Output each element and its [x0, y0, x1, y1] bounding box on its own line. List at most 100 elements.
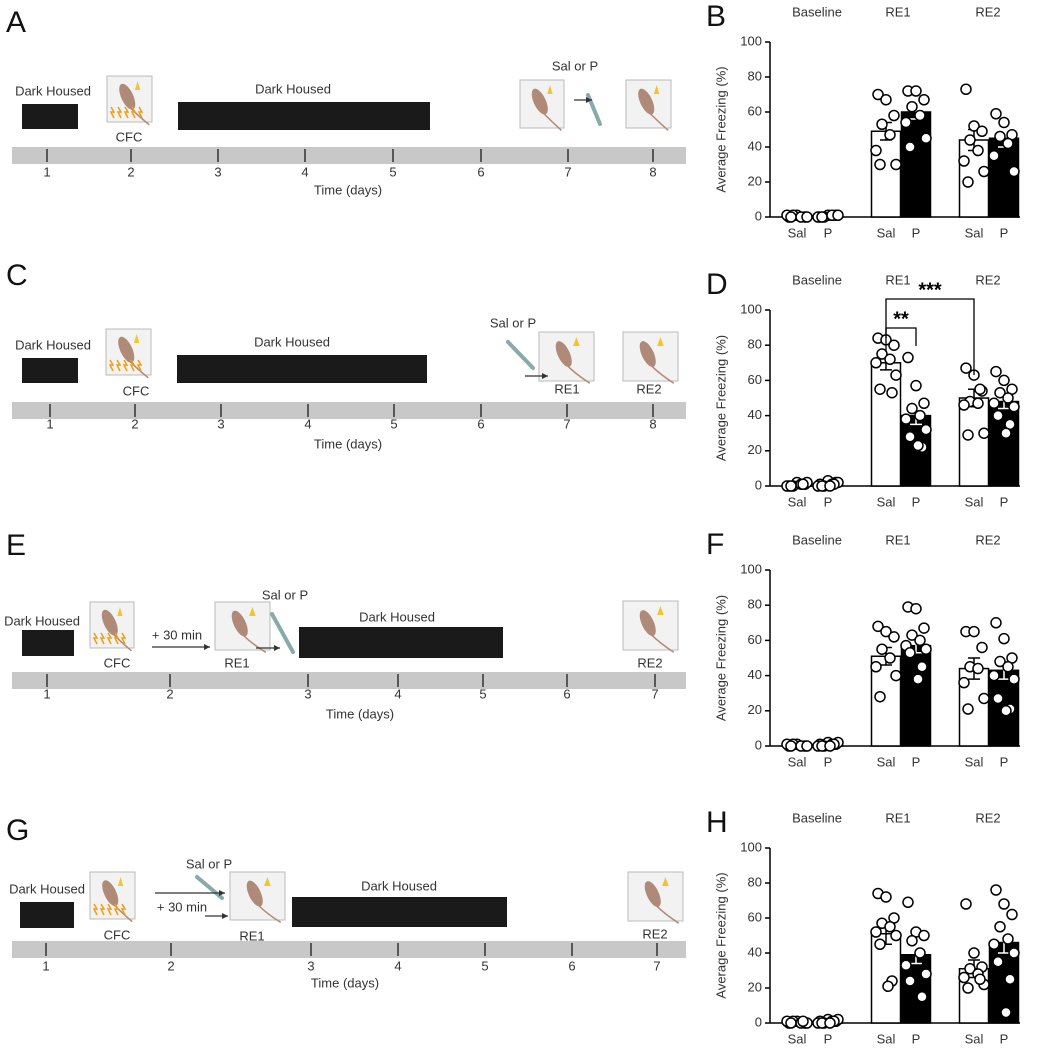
- x-tick-label: P: [1000, 1031, 1009, 1046]
- shock: [92, 903, 99, 916]
- axis-label: Time (days): [326, 706, 394, 721]
- data-point: [904, 141, 916, 153]
- mouse-tail: [543, 113, 562, 131]
- x-tick-label: Sal: [788, 754, 807, 769]
- data-point: [992, 956, 1004, 968]
- data-point: [1000, 1006, 1012, 1019]
- data-point: [958, 676, 970, 689]
- arrow-head: [222, 913, 228, 919]
- data-point: [882, 980, 894, 992]
- y-tick-label: 40: [748, 667, 762, 682]
- data-point: [797, 478, 809, 490]
- data-point: [962, 703, 974, 715]
- mouse-tail: [649, 113, 669, 131]
- mouse-body: [231, 610, 248, 637]
- mouse-body: [639, 610, 656, 636]
- x-tick-label: P: [912, 225, 921, 240]
- data-point: [900, 116, 912, 129]
- time-axis: [12, 402, 686, 419]
- day-label: 3: [217, 416, 224, 431]
- data-point: [914, 947, 926, 959]
- y-tick-label: 40: [748, 138, 762, 153]
- significance-label: **: [893, 308, 909, 330]
- data-point: [880, 94, 892, 106]
- panel-letter: E: [6, 529, 26, 562]
- mouse-body: [102, 880, 119, 907]
- drug-label: Sal or P: [262, 587, 308, 602]
- x-tick-label: P: [912, 1031, 921, 1046]
- x-tick-label: P: [1000, 494, 1009, 509]
- y-tick-label: 60: [748, 103, 762, 118]
- data-point: [958, 155, 970, 167]
- data-point: [990, 365, 1002, 378]
- data-point: [976, 125, 988, 137]
- phase-label: Dark Housed: [254, 334, 330, 349]
- panel-letter: F: [706, 528, 724, 561]
- interval-label: + 30 min: [152, 627, 202, 642]
- data-point: [918, 94, 930, 106]
- day-label: 8: [649, 416, 656, 431]
- arrow-head: [219, 890, 225, 896]
- group-label: Baseline: [792, 272, 842, 287]
- data-point: [918, 929, 930, 942]
- arrow-head: [586, 97, 592, 103]
- phase-label: Dark Housed: [359, 609, 435, 624]
- day-label: 7: [564, 164, 571, 179]
- data-point: [1002, 661, 1014, 673]
- data-point: [890, 669, 902, 682]
- data-point: [994, 655, 1006, 668]
- bar: [870, 362, 902, 487]
- data-point: [914, 409, 926, 422]
- dark-phase: [22, 104, 78, 129]
- warning-icon: [657, 337, 664, 346]
- x-tick-label: P: [824, 494, 833, 509]
- data-point: [801, 211, 813, 223]
- data-point: [870, 144, 882, 157]
- time-axis: [12, 672, 686, 689]
- x-tick-label: P: [824, 754, 833, 769]
- data-point: [900, 959, 912, 971]
- syringe: [195, 875, 224, 900]
- data-point: [998, 632, 1010, 645]
- data-point: [902, 351, 914, 364]
- phase-label: Dark Housed: [15, 337, 91, 352]
- dark-phase: [22, 630, 74, 656]
- y-tick-label: 60: [748, 372, 762, 387]
- data-point: [958, 971, 970, 984]
- mouse-body: [101, 609, 118, 636]
- axis-label: Time (days): [311, 975, 379, 990]
- day-label: 1: [46, 416, 53, 431]
- shock: [137, 106, 144, 119]
- arrow-head: [274, 645, 280, 651]
- data-point: [998, 374, 1010, 387]
- shock: [108, 359, 115, 372]
- data-point: [904, 646, 916, 659]
- warning-icon: [117, 607, 123, 616]
- shock: [136, 359, 143, 372]
- arrow-head: [204, 644, 210, 650]
- panel-letter: A: [6, 6, 26, 39]
- shock: [116, 106, 123, 119]
- data-point: [994, 386, 1006, 399]
- x-tick-label: P: [824, 1031, 833, 1046]
- day-label: 4: [394, 686, 401, 701]
- x-tick-label: Sal: [877, 754, 896, 769]
- warning-icon: [134, 81, 141, 90]
- data-point: [1006, 908, 1018, 921]
- day-label: 6: [568, 958, 575, 973]
- group-label: RE1: [885, 4, 910, 19]
- day-label: 2: [167, 958, 174, 973]
- data-point: [906, 629, 918, 641]
- data-point: [960, 898, 972, 910]
- y-tick-label: 100: [740, 561, 762, 576]
- day-label: 6: [477, 416, 484, 431]
- data-point: [910, 379, 922, 392]
- data-point: [876, 643, 888, 655]
- panel-letter: H: [706, 806, 728, 839]
- data-point: [978, 165, 990, 178]
- x-tick-label: P: [1000, 754, 1009, 769]
- x-tick-label: P: [824, 225, 833, 240]
- x-tick-label: Sal: [788, 225, 807, 240]
- data-point: [902, 896, 914, 908]
- data-point: [960, 362, 972, 374]
